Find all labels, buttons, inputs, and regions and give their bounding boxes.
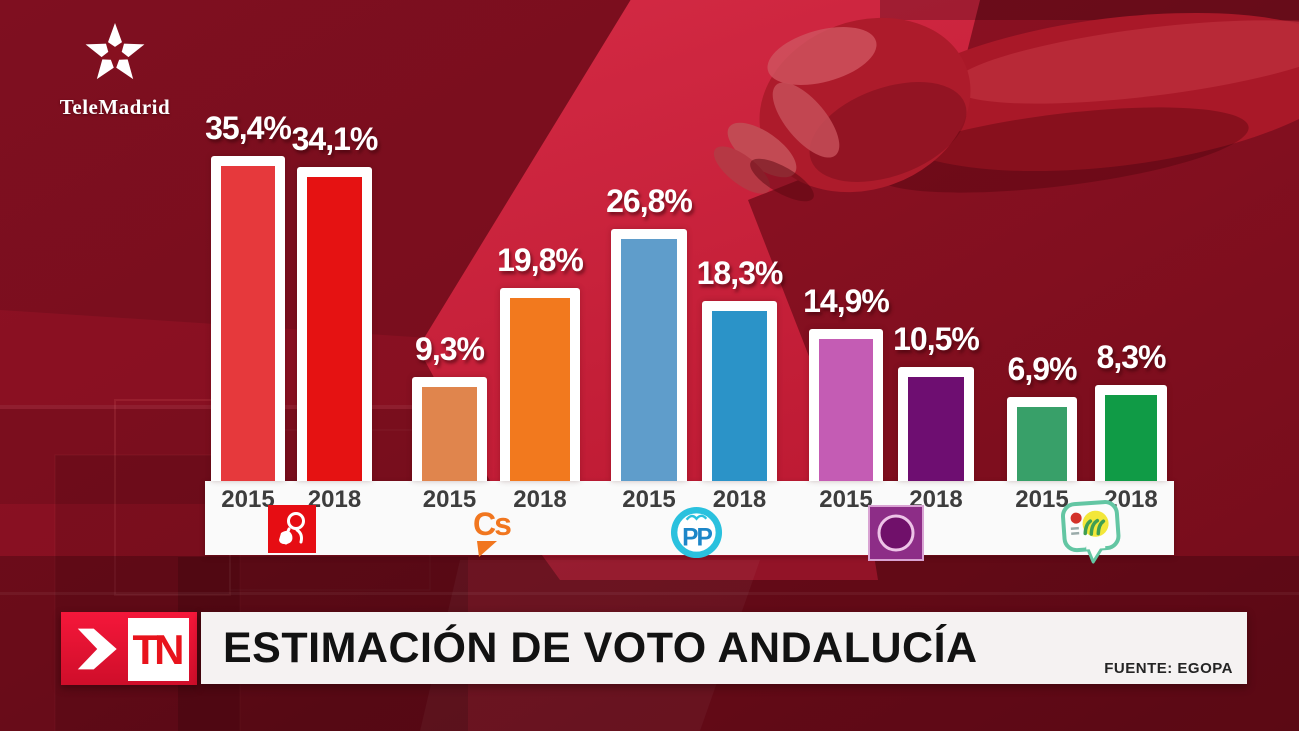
tn-logo-text: TN	[132, 625, 185, 673]
bar-value-label: 6,9%	[1007, 351, 1078, 387]
bar-pp-2015	[611, 229, 687, 481]
bar-psoe-2015	[211, 156, 285, 481]
pp-logo-icon: PP	[669, 505, 724, 565]
bar-ciudadanos-2015	[412, 377, 487, 481]
tn-logo: TN	[128, 618, 189, 681]
banner-source: FUENTE: EGOPA	[1104, 660, 1233, 677]
banner-title: ESTIMACIÓN DE VOTO ANDALUCÍA	[223, 623, 978, 672]
bar-fill	[510, 298, 570, 481]
bar-value-label: 8,3%	[1096, 339, 1167, 375]
telemadrid-logo: TeleMadrid	[40, 22, 190, 120]
bar-fill	[422, 387, 477, 481]
year-tick-label: 2018	[513, 486, 567, 513]
bar-value-label: 34,1%	[291, 121, 379, 157]
bar-value-label: 9,3%	[415, 331, 485, 367]
bar-value-label: 14,9%	[803, 283, 890, 319]
ciudadanos-logo-icon: Cs	[468, 504, 520, 563]
bar-podemos-2018	[898, 367, 974, 481]
bar-podemos-2015	[809, 329, 883, 481]
year-tick-label: 2015	[819, 486, 873, 513]
lower-third-banner: ESTIMACIÓN DE VOTO ANDALUCÍA FUENTE: EGO…	[201, 612, 1247, 684]
telemadrid-star-icon	[85, 23, 145, 80]
bar-value-label: 19,8%	[497, 242, 584, 278]
bar-pp-2018	[702, 301, 777, 481]
bar-fill	[307, 177, 362, 481]
year-tick-label: 2015	[1015, 486, 1069, 513]
bar-fill	[819, 339, 873, 481]
year-tick-label: 2015	[622, 486, 676, 513]
bar-fill	[1105, 395, 1157, 481]
bar-fill	[712, 311, 767, 481]
cs-logo-text: Cs	[473, 506, 511, 542]
year-tick-label: 2018	[307, 486, 362, 513]
bar-iu-2018	[1095, 385, 1167, 481]
bar-fill	[908, 377, 964, 481]
bar-fill	[621, 239, 677, 481]
podemos-logo-icon	[868, 505, 924, 566]
bar-value-label: 18,3%	[696, 255, 784, 291]
bar-ciudadanos-2018	[500, 288, 580, 481]
hand-graphic	[713, 0, 1299, 202]
telemadrid-wordmark: TeleMadrid	[59, 95, 171, 119]
bar-value-label: 10,5%	[893, 321, 980, 357]
year-tick-label: 2015	[221, 486, 275, 513]
pp-logo-text: PP	[682, 524, 712, 551]
psoe-logo-icon	[268, 505, 316, 558]
year-tick-label: 2015	[422, 486, 477, 513]
year-tick-label: 2018	[712, 486, 767, 513]
bar-fill	[221, 166, 275, 481]
bar-value-label: 26,8%	[606, 183, 693, 219]
iu-logo-icon	[1058, 500, 1126, 569]
pp-bird-icon	[685, 514, 708, 521]
bar-iu-2015	[1007, 397, 1077, 481]
bar-fill	[1017, 407, 1067, 481]
tn-chevron-icon	[77, 628, 117, 670]
bar-value-label: 35,4%	[205, 110, 292, 146]
bar-psoe-2018	[297, 167, 372, 481]
